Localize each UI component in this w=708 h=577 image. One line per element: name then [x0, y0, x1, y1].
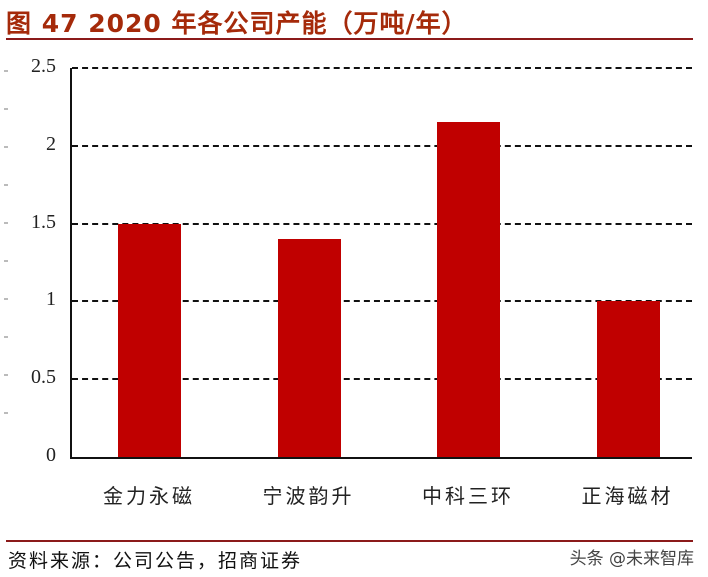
x-category-label: 中科三环 — [422, 484, 514, 508]
y-tick-label: 1.5 — [31, 210, 56, 233]
chart-title: 图 47 2020 年各公司产能（万吨/年） — [6, 9, 468, 38]
gridline — [72, 378, 692, 381]
y-tick-label: 2.5 — [31, 55, 56, 77]
y-tick-label: 2 — [46, 132, 56, 155]
gridline — [72, 222, 692, 225]
y-tick-label: 0 — [46, 444, 56, 466]
gridline — [72, 67, 692, 69]
bar — [437, 122, 500, 457]
x-axis — [70, 457, 692, 459]
gridline — [72, 144, 692, 147]
bar — [118, 223, 181, 457]
bar — [596, 301, 660, 457]
source-divider — [6, 540, 693, 542]
bar — [277, 239, 341, 457]
title-divider — [6, 38, 693, 40]
x-category-label: 宁波韵升 — [262, 484, 355, 508]
x-category-label: 正海磁材 — [581, 484, 674, 508]
source-note: 资料来源：公司公告，招商证券 — [8, 550, 303, 572]
watermark: 头条 @未来智库 — [569, 549, 694, 569]
margin-decoration — [4, 70, 10, 470]
y-tick-label: 0.5 — [31, 366, 56, 389]
gridline — [72, 300, 692, 303]
y-tick-label: 1 — [46, 288, 56, 311]
y-axis — [70, 68, 72, 459]
x-category-label: 金力永磁 — [103, 484, 195, 508]
